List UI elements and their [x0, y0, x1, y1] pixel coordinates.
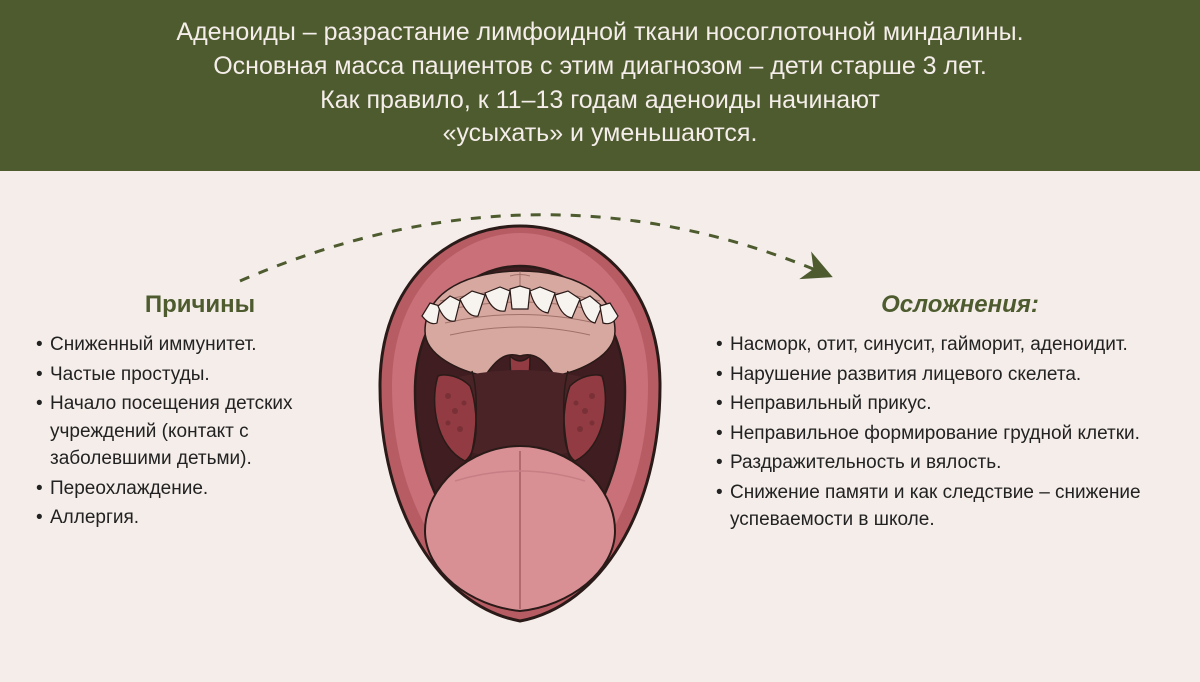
complications-list: Насморк, отит, синусит, гайморит, аденои… [710, 331, 1170, 534]
list-item: Неправильный прикус. [710, 390, 1170, 418]
complications-column: Осложнения: Насморк, отит, синусит, гайм… [710, 191, 1170, 536]
mouth-illustration [360, 211, 680, 631]
header-line4: «усыхать» и уменьшаются. [40, 117, 1160, 151]
header-line2: Основная масса пациентов с этим диагнозо… [40, 50, 1160, 84]
list-item: Начало посещения детских учреждений (кон… [30, 390, 330, 473]
header-line1: Аденоиды – разрастание лимфоидной ткани … [40, 16, 1160, 50]
list-item: Неправильное формирование грудной клетки… [710, 420, 1170, 448]
illustration-column [330, 191, 710, 631]
list-item: Сниженный иммунитет. [30, 331, 330, 359]
content-area: Причины Сниженный иммунитет. Частые прос… [0, 171, 1200, 641]
list-item: Частые простуды. [30, 361, 330, 389]
list-item: Раздражительность и вялость. [710, 449, 1170, 477]
list-item: Переохлаждение. [30, 475, 330, 503]
causes-column: Причины Сниженный иммунитет. Частые прос… [30, 191, 330, 534]
causes-list: Сниженный иммунитет. Частые простуды. На… [30, 331, 330, 532]
list-item: Снижение памяти и как следствие – снижен… [710, 479, 1170, 534]
header-banner: Аденоиды – разрастание лимфоидной ткани … [0, 0, 1200, 171]
list-item: Нарушение развития лицевого скелета. [710, 361, 1170, 389]
header-line3: Как правило, к 11–13 годам аденоиды начи… [40, 84, 1160, 118]
causes-title: Причины [30, 291, 330, 319]
list-item: Аллергия. [30, 504, 330, 532]
list-item: Насморк, отит, синусит, гайморит, аденои… [710, 331, 1170, 359]
complications-title: Осложнения: [710, 291, 1170, 319]
